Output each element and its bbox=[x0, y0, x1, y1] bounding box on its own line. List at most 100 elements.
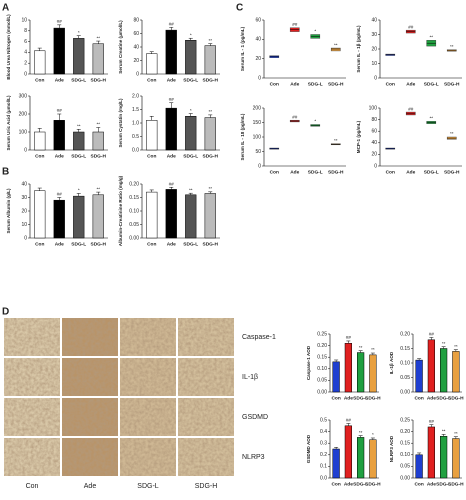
error-bar bbox=[417, 452, 422, 455]
y-tick-label: 0 bbox=[374, 75, 377, 81]
error-bar bbox=[208, 43, 213, 46]
bar bbox=[165, 29, 177, 75]
bar bbox=[344, 343, 352, 393]
error-bar bbox=[37, 47, 42, 51]
bar bbox=[146, 120, 158, 151]
y-tick-label: 80 bbox=[371, 117, 377, 123]
x-tick-label: Ade bbox=[344, 395, 353, 401]
significance: ** bbox=[96, 122, 100, 127]
significance: ## bbox=[57, 192, 63, 197]
bar bbox=[332, 361, 340, 393]
y-tick-label: 0.2 bbox=[320, 452, 327, 458]
x-tick-label: SDG-H bbox=[203, 153, 219, 159]
y-axis-label: Serum Albumin (g/L) bbox=[6, 188, 11, 233]
tissue-image bbox=[62, 398, 118, 436]
bar bbox=[73, 38, 85, 75]
y-tick-label: 0 bbox=[374, 163, 377, 169]
significance: ** bbox=[96, 35, 100, 40]
bar bbox=[165, 189, 177, 239]
significance: ** bbox=[359, 430, 363, 435]
y-tick-label: 60 bbox=[255, 17, 261, 23]
x-tick-label: SDG-L bbox=[353, 481, 368, 487]
error-bar bbox=[334, 359, 339, 362]
significance: ## bbox=[57, 108, 63, 113]
y-tick-label: 150 bbox=[253, 120, 262, 126]
error-bar bbox=[429, 424, 434, 427]
error-bar bbox=[370, 437, 375, 440]
x-tick-label: Ade bbox=[290, 169, 299, 175]
significance: * bbox=[190, 32, 192, 37]
x-tick-label: SDG-H bbox=[91, 77, 107, 83]
y-tick-label: 50 bbox=[255, 149, 261, 155]
significance: ## bbox=[292, 114, 298, 119]
bar bbox=[369, 439, 377, 479]
error-bar bbox=[96, 40, 101, 44]
error-bar bbox=[37, 187, 42, 191]
significance: ## bbox=[169, 181, 175, 186]
y-tick-label: 0.25 bbox=[317, 331, 327, 337]
y-tick-label: 60 bbox=[371, 129, 377, 135]
y-tick-label: 40 bbox=[255, 37, 261, 43]
significance: ## bbox=[408, 24, 414, 29]
significance: ** bbox=[450, 44, 454, 49]
x-tick-label: Ade bbox=[427, 481, 436, 487]
error-bar bbox=[188, 113, 193, 117]
significance: ** bbox=[442, 429, 446, 434]
error-bar bbox=[169, 186, 174, 190]
bar bbox=[165, 107, 177, 151]
bar bbox=[204, 193, 216, 239]
significance: ## bbox=[169, 97, 175, 102]
y-tick-label: 0.25 bbox=[400, 417, 410, 423]
error-bar bbox=[334, 447, 339, 449]
y-tick-label: 1.5 bbox=[132, 107, 139, 113]
bar bbox=[415, 454, 423, 479]
tissue-image bbox=[120, 398, 176, 436]
y-tick-label: 0.5 bbox=[132, 134, 139, 140]
tissue-image bbox=[4, 438, 60, 476]
y-tick-label: 0.05 bbox=[400, 464, 410, 470]
x-tick-label: SDG-L bbox=[71, 153, 86, 159]
x-tick-label: Con bbox=[147, 153, 156, 159]
significance: * bbox=[372, 432, 374, 437]
tissue-image bbox=[62, 438, 118, 476]
bar bbox=[415, 359, 423, 393]
y-axis-label: IL-1β AOD bbox=[389, 351, 394, 374]
x-tick-label: SDG-L bbox=[436, 481, 451, 487]
bar bbox=[73, 195, 85, 239]
bar bbox=[92, 194, 104, 239]
y-tick-label: 0 bbox=[136, 71, 139, 77]
x-tick-label: SDG-L bbox=[183, 241, 198, 247]
tissue-image bbox=[178, 318, 234, 356]
x-tick-label: SDG-H bbox=[448, 395, 464, 401]
x-tick-label: SDG-H bbox=[203, 241, 219, 247]
x-tick-label: SDG-H bbox=[365, 481, 381, 487]
y-axis-label: Albumin-Creatinine Ratio (mg/g) bbox=[118, 175, 123, 246]
y-tick-label: 10 bbox=[371, 61, 377, 67]
column-label: Con bbox=[26, 483, 39, 490]
error-bar bbox=[453, 349, 458, 352]
bar bbox=[204, 117, 216, 151]
error-bar bbox=[346, 340, 351, 344]
x-tick-label: Con bbox=[147, 241, 156, 247]
significance: ** bbox=[429, 35, 433, 40]
error-bar bbox=[57, 24, 62, 29]
significance: ** bbox=[454, 431, 458, 436]
y-tick-label: 4 bbox=[24, 50, 27, 56]
y-tick-label: 0.3 bbox=[320, 441, 327, 447]
significance: ** bbox=[454, 344, 458, 349]
significance: ** bbox=[208, 38, 212, 43]
x-tick-label: SDG-L bbox=[424, 169, 439, 175]
y-axis-label: GSDMD AOD bbox=[306, 434, 311, 463]
x-tick-label: SDG-L bbox=[183, 153, 198, 159]
y-tick-label: 0.20 bbox=[129, 181, 139, 187]
y-tick-label: 0.4 bbox=[320, 429, 327, 435]
y-axis-label: Caspase-1 AOD bbox=[306, 345, 311, 380]
significance: * bbox=[78, 30, 80, 35]
x-tick-label: SDG-L bbox=[308, 81, 323, 87]
row-label: NLRP3 bbox=[242, 454, 265, 461]
y-tick-label: 0.0 bbox=[132, 147, 139, 153]
x-tick-label: Con bbox=[331, 481, 340, 487]
y-tick-label: 0.15 bbox=[400, 441, 410, 447]
tissue-image bbox=[62, 318, 118, 356]
y-tick-label: 60 bbox=[133, 31, 139, 37]
